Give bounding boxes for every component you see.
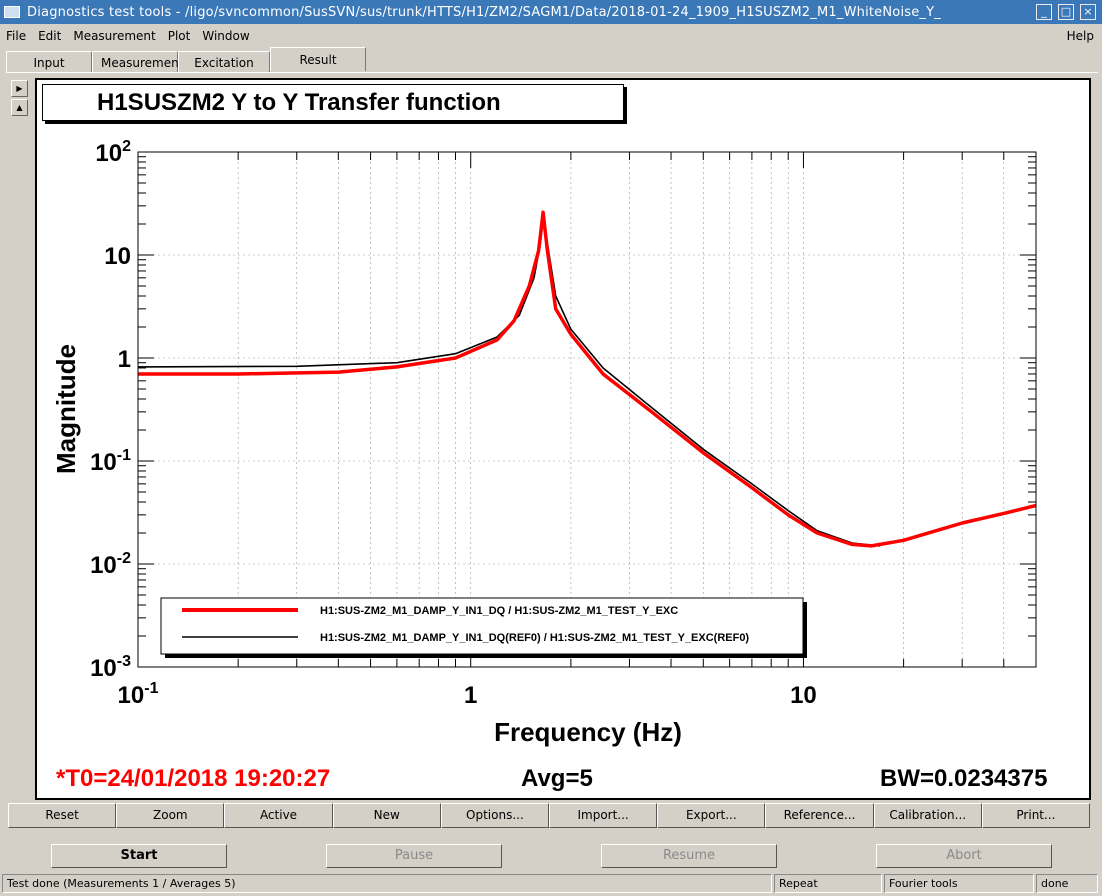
legend: H1:SUS-ZM2_M1_DAMP_Y_IN1_DQ / H1:SUS-ZM2… [160,597,807,658]
tick-label: 102 [95,138,131,167]
tick-label: 10-1 [118,680,159,709]
pad-next-arrow-icon[interactable]: ▶ [11,80,28,97]
menu-measurement[interactable]: Measurement [73,29,156,43]
active-button[interactable]: Active [224,803,333,828]
title-bar: Diagnostics test tools - /ligo/svncommon… [0,0,1102,24]
close-icon[interactable]: × [1080,4,1096,20]
tab-excitation[interactable]: Excitation [178,51,270,73]
tab-result[interactable]: Result [270,47,366,71]
import-button[interactable]: Import... [549,803,658,828]
reset-button[interactable]: Reset [8,803,117,828]
t0-readout: *T0=24/01/2018 19:20:27 [56,765,331,792]
menu-window[interactable]: Window [202,29,250,43]
resume-button[interactable]: Resume [601,844,777,868]
plot-toolbar: Reset Zoom Active New Options... Import.… [8,803,1091,828]
pad-prev-arrow-icon[interactable]: ▲ [11,99,28,116]
plot-pad [35,78,1091,800]
series-line-reference [137,218,881,547]
reference-button[interactable]: Reference... [765,803,874,828]
status-state: done [1036,874,1098,893]
legend-label-series-1: H1:SUS-ZM2_M1_DAMP_Y_IN1_DQ / H1:SUS-ZM2… [320,605,678,617]
status-message: Test done (Measurements 1 / Averages 5) [2,874,772,893]
minimize-icon[interactable]: _ [1036,4,1052,20]
tab-separator [6,72,1098,73]
zoom-button[interactable]: Zoom [116,803,225,828]
export-button[interactable]: Export... [657,803,766,828]
plot-title: H1SUSZM2 Y to Y Transfer function [42,84,624,121]
menu-help[interactable]: Help [1066,29,1094,43]
tick-label: 10 [790,682,817,709]
abort-button[interactable]: Abort [876,844,1052,868]
tick-label: 10-3 [90,653,131,682]
pause-button[interactable]: Pause [326,844,502,868]
menu-file[interactable]: File [6,29,27,43]
tab-input[interactable]: Input [6,51,92,73]
tick-label: 10-2 [90,550,131,579]
menu-plot[interactable]: Plot [167,29,191,43]
x-axis-label: Frequency (Hz) [494,717,682,747]
average-readout: Avg=5 [521,765,593,792]
calibration-button[interactable]: Calibration... [873,803,982,828]
print-button[interactable]: Print... [981,803,1091,828]
window-title: Diagnostics test tools - /ligo/svncommon… [27,4,941,20]
status-repeat: Repeat [774,874,882,893]
status-bar: Test done (Measurements 1 / Averages 5) … [2,874,1100,894]
start-button[interactable]: Start [51,844,227,868]
maximize-icon[interactable]: □ [1058,4,1074,20]
options-button[interactable]: Options... [440,803,550,828]
tab-bar: Input Measurement Excitation Result [6,47,366,73]
tick-label: 1 [118,346,131,373]
new-button[interactable]: New [332,803,441,828]
window-app-icon [4,6,20,18]
legend-label-series-2: H1:SUS-ZM2_M1_DAMP_Y_IN1_DQ(REF0) / H1:S… [320,632,749,644]
tick-label: 10 [104,243,131,270]
bandwidth-readout: BW=0.0234375 [880,765,1048,792]
menu-bar: File Edit Measurement Plot Window Help [0,25,1102,47]
series-line-measurement [138,210,1037,548]
y-axis-label: Magnitude [51,344,81,474]
tick-label: 1 [464,682,477,709]
status-tool: Fourier tools [884,874,1034,893]
plot-frame [137,151,1037,668]
tab-measurement[interactable]: Measurement [92,51,183,73]
tick-label: 10-1 [90,447,131,476]
menu-edit[interactable]: Edit [38,29,62,43]
